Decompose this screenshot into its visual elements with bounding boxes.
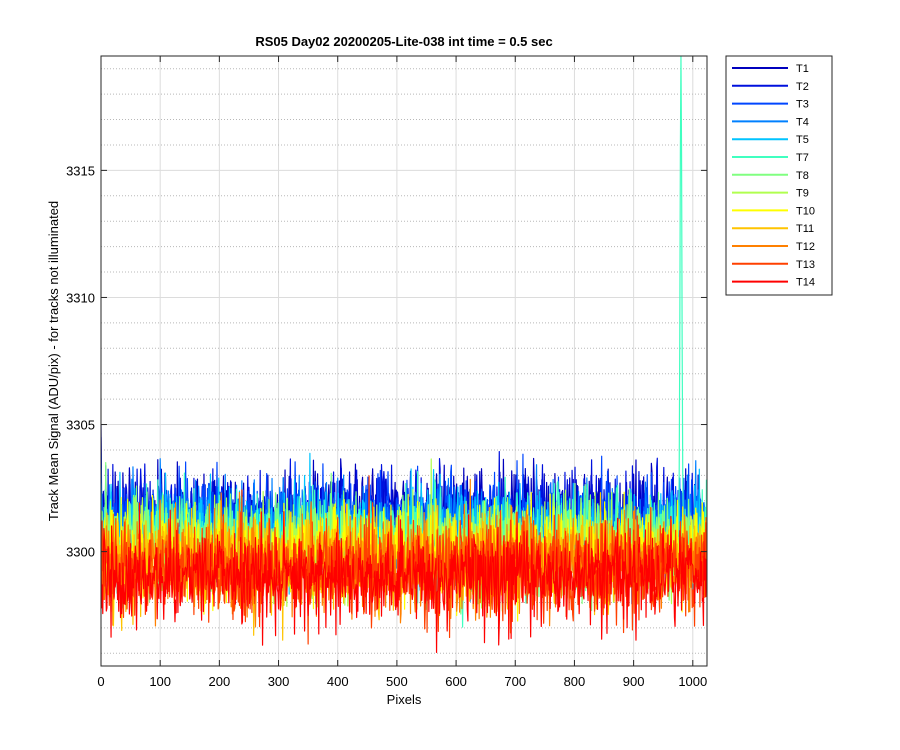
x-tick-label: 1000 [678, 674, 707, 689]
plot-frame [100, 55, 708, 667]
x-axis: 0 100 200 300 400 500 600 700 800 900 1000 [97, 56, 707, 689]
legend-label-t5: T5 [796, 134, 809, 146]
legend-label-t10: T10 [796, 205, 815, 217]
x-tick-label: 700 [504, 674, 526, 689]
legend-label-t4: T4 [796, 116, 809, 128]
legend-label-t12: T12 [796, 241, 815, 253]
legend-label-t3: T3 [796, 99, 809, 111]
x-tick-label: 800 [564, 674, 586, 689]
legend-label-t2: T2 [796, 81, 809, 93]
chart-title: RS05 Day02 20200205-Lite-038 int time = … [255, 34, 552, 49]
legend-label-t13: T13 [796, 259, 815, 271]
x-tick-label: 200 [209, 674, 231, 689]
y-tick-label: 3310 [66, 290, 95, 305]
x-axis-label: Pixels [387, 692, 422, 707]
y-axis: 3300 3305 3310 3315 [66, 163, 707, 560]
y-tick-label: 3305 [66, 418, 95, 433]
x-tick-label: 400 [327, 674, 349, 689]
legend-label-t7: T7 [796, 152, 809, 164]
y-tick-label: 3315 [66, 163, 95, 178]
y-tick-label: 3300 [66, 545, 95, 560]
x-tick-label: 600 [445, 674, 467, 689]
series-line-t14 [101, 502, 707, 654]
legend-label-t8: T8 [796, 170, 809, 182]
x-tick-label: 300 [268, 674, 290, 689]
x-tick-label: 900 [623, 674, 645, 689]
legend[interactable]: T1 T2 T3 T4 T5 T7 T8 T9 T10 T11 T12 T13 T14 [725, 55, 833, 296]
x-tick-label: 100 [149, 674, 171, 689]
legend-label-t1: T1 [796, 63, 809, 75]
series-group [101, 56, 707, 654]
x-tick-label: 500 [386, 674, 408, 689]
legend-label-t14: T14 [796, 277, 815, 289]
legend-label-t11: T11 [796, 223, 814, 235]
y-axis-label: Track Mean Signal (ADU/pix) - for tracks… [46, 201, 61, 521]
x-tick-label: 0 [97, 674, 104, 689]
legend-label-t9: T9 [796, 188, 809, 200]
